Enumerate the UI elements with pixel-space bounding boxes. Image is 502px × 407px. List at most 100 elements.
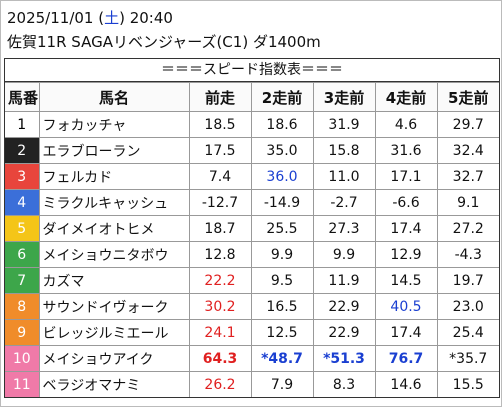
speed-index: 9.5 (250, 267, 314, 294)
speed-index: 18.6 (250, 111, 314, 138)
speed-index: 18.5 (188, 111, 252, 138)
speed-index: 17.5 (188, 137, 252, 164)
speed-index: -6.6 (374, 189, 438, 216)
speed-index: 14.6 (374, 371, 438, 397)
horse-row: 8 サウンドイヴォーク 30.2 16.5 22.9 40.5 23.0 (5, 293, 499, 320)
speed-index: -2.7 (312, 189, 376, 216)
column-header: 5走前 (436, 82, 499, 112)
speed-index: 22.2 (188, 267, 252, 294)
speed-index: 17.1 (374, 163, 438, 190)
speed-index: 25.5 (250, 215, 314, 242)
speed-index: *35.7 (436, 345, 499, 372)
horse-row: 2 エラブローラン 17.5 35.0 15.8 31.6 32.4 (5, 137, 499, 164)
horse-name: ダイメイオトヒメ (38, 215, 190, 242)
speed-index: 26.2 (188, 371, 252, 397)
speed-index: 17.4 (374, 215, 438, 242)
speed-index: 35.0 (250, 137, 314, 164)
speed-index: -12.7 (188, 189, 252, 216)
speed-index: 15.5 (436, 371, 499, 397)
horse-row: 4 ミラクルキャッシュ -12.7 -14.9 -2.7 -6.6 9.1 (5, 189, 499, 216)
horse-number: 7 (5, 267, 40, 294)
speed-index: 23.0 (436, 293, 499, 320)
speed-index: 27.2 (436, 215, 499, 242)
horse-name: ミラクルキャッシュ (38, 189, 190, 216)
column-header: 馬名 (38, 82, 190, 112)
speed-table: 馬番 馬名 前走 2走前 3走前 4走前 5走前 1 フォカッチャ 18.5 18.6 31.9 4.… (5, 82, 499, 397)
speed-index: -4.3 (436, 241, 499, 268)
speed-index: 30.2 (188, 293, 252, 320)
speed-index: 15.8 (312, 137, 376, 164)
speed-index: 31.6 (374, 137, 438, 164)
speed-index: 7.4 (188, 163, 252, 190)
speed-index: 14.5 (374, 267, 438, 294)
speed-index: 18.7 (188, 215, 252, 242)
speed-index: *48.7 (250, 345, 314, 372)
speed-index: 32.4 (436, 137, 499, 164)
column-header: 2走前 (250, 82, 314, 112)
header-row: 馬番 馬名 前走 2走前 3走前 4走前 5走前 (5, 82, 499, 112)
speed-index: 32.7 (436, 163, 499, 190)
speed-index: 8.3 (312, 371, 376, 397)
date: 2025/11/01 ( (7, 9, 105, 27)
speed-index: 7.9 (250, 371, 314, 397)
speed-index: 12.5 (250, 319, 314, 346)
horse-name: エラブローラン (38, 137, 190, 164)
speed-index: 16.5 (250, 293, 314, 320)
column-header: 3走前 (312, 82, 376, 112)
horse-row: 6 メイショウニタボウ 12.8 9.9 9.9 12.9 -4.3 (5, 241, 499, 268)
speed-index: 24.1 (188, 319, 252, 346)
horse-name: ビレッジルミエール (38, 319, 190, 346)
horse-row: 9 ビレッジルミエール 24.1 12.5 22.9 17.4 25.4 (5, 319, 499, 346)
speed-index: 27.3 (312, 215, 376, 242)
speed-index: 76.7 (374, 345, 438, 372)
speed-index: 12.8 (188, 241, 252, 268)
time: ) 20:40 (119, 9, 173, 27)
speed-index: 12.9 (374, 241, 438, 268)
horse-number: 2 (5, 137, 40, 164)
speed-index: 17.4 (374, 319, 438, 346)
horse-name: ベラジオマナミ (38, 371, 190, 397)
column-header: 馬番 (5, 82, 40, 112)
speed-index: 64.3 (188, 345, 252, 372)
speed-index: 4.6 (374, 111, 438, 138)
horse-number: 1 (5, 111, 40, 138)
horse-row: 7 カズマ 22.2 9.5 11.9 14.5 19.7 (5, 267, 499, 294)
horse-row: 3 フェルカド 7.4 36.0 11.0 17.1 32.7 (5, 163, 499, 190)
speed-index: -14.9 (250, 189, 314, 216)
horse-row: 10 メイショウアイク 64.3 *48.7 *51.3 76.7 *35.7 (5, 345, 499, 372)
horse-name: サウンドイヴォーク (38, 293, 190, 320)
horse-number: 8 (5, 293, 40, 320)
speed-index: 31.9 (312, 111, 376, 138)
horse-name: メイショウアイク (38, 345, 190, 372)
horse-number: 10 (5, 345, 40, 372)
horse-name: カズマ (38, 267, 190, 294)
horse-number: 9 (5, 319, 40, 346)
speed-index: 19.7 (436, 267, 499, 294)
column-header: 前走 (188, 82, 252, 112)
speed-index: 9.9 (312, 241, 376, 268)
speed-index: 22.9 (312, 319, 376, 346)
speed-index: 25.4 (436, 319, 499, 346)
date-line: 2025/11/01 (土) 20:40 (7, 7, 173, 28)
horse-number: 4 (5, 189, 40, 216)
column-header: 4走前 (374, 82, 438, 112)
speed-index: 11.9 (312, 267, 376, 294)
horse-number: 11 (5, 371, 40, 397)
speed-index: 40.5 (374, 293, 438, 320)
horse-number: 5 (5, 215, 40, 242)
horse-row: 1 フォカッチャ 18.5 18.6 31.9 4.6 29.7 (5, 111, 499, 138)
horse-number: 3 (5, 163, 40, 190)
speed-index: 22.9 (312, 293, 376, 320)
horse-name: フォカッチャ (38, 111, 190, 138)
horse-name: フェルカド (38, 163, 190, 190)
race-title: 佐賀11R SAGAリベンジャーズ(C1) ダ1400m (7, 33, 321, 51)
speed-index: 11.0 (312, 163, 376, 190)
speed-index: 9.1 (436, 189, 499, 216)
horse-row: 11 ベラジオマナミ 26.2 7.9 8.3 14.6 15.5 (5, 371, 499, 397)
speed-index: 36.0 (250, 163, 314, 190)
horse-row: 5 ダイメイオトヒメ 18.7 25.5 27.3 17.4 27.2 (5, 215, 499, 242)
table-title: ＝＝＝スピード指数表＝＝＝ (5, 59, 499, 82)
horse-number: 6 (5, 241, 40, 268)
speed-index: *51.3 (312, 345, 376, 372)
